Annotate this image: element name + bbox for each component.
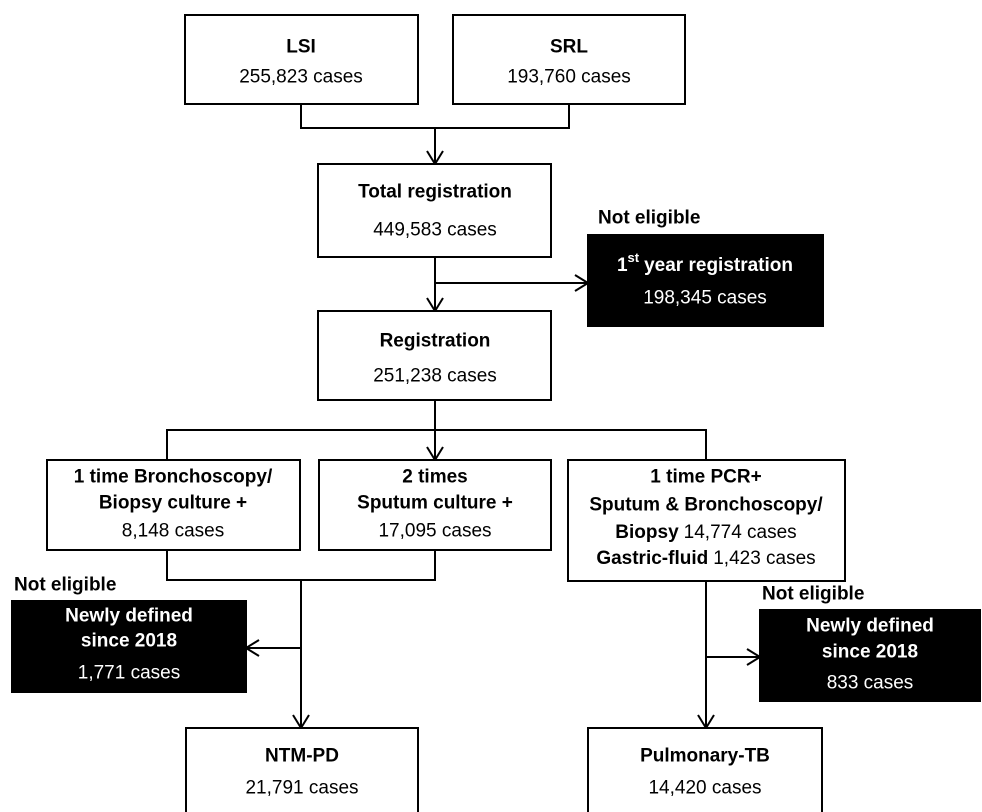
line-count: 1,423 cases (713, 548, 815, 569)
box-count: 14,420 cases (648, 778, 761, 799)
box-count: 449,583 cases (373, 220, 497, 241)
box-count: 193,760 cases (507, 67, 631, 88)
box-title: LSI (286, 37, 316, 58)
connector (300, 104, 570, 164)
box-line: Newly defined (806, 616, 934, 637)
box-line: Sputum & Bronchoscopy/ (589, 495, 823, 516)
superscript: st (628, 250, 640, 265)
connector (166, 550, 436, 728)
box-line: Biopsy 14,774 cases (615, 522, 796, 543)
box-title: 1st year registration (617, 250, 793, 276)
box-line: since 2018 (81, 631, 177, 652)
box-title: Total registration (358, 182, 512, 203)
registration-box (317, 310, 552, 401)
connectors (166, 104, 762, 730)
box-line: 1 time PCR+ (650, 467, 761, 488)
connector (705, 581, 760, 728)
excluded-ntm-box (11, 600, 247, 693)
box-count: 833 cases (827, 673, 914, 694)
line-label: Biopsy (615, 522, 679, 543)
connector (434, 257, 588, 311)
box-count: 21,791 cases (245, 778, 358, 799)
pcr-box (567, 459, 846, 582)
box-count: 251,238 cases (373, 366, 497, 387)
line-count: 14,774 cases (684, 522, 797, 543)
box-line: Gastric-fluid 1,423 cases (596, 548, 815, 569)
not-eligible-label: Not eligible (598, 208, 700, 229)
not-eligible-label: Not eligible (762, 584, 864, 605)
box-line: Newly defined (65, 606, 193, 627)
lsi-box (184, 14, 419, 105)
box-title: NTM-PD (265, 746, 339, 767)
connector (166, 400, 707, 460)
box-title: Pulmonary-TB (640, 746, 770, 767)
box-title: Registration (380, 331, 491, 352)
line-label: Gastric-fluid (596, 548, 708, 569)
first-year-box (587, 234, 824, 327)
box-count: 198,345 cases (643, 288, 767, 309)
excluded-tb-box (759, 609, 981, 702)
title-part: year registration (644, 255, 793, 276)
ntm-pd-box (185, 727, 419, 812)
box-count: 255,823 cases (239, 67, 363, 88)
box-line: 1 time Bronchoscopy/ (74, 467, 273, 488)
box-line: 2 times (402, 467, 467, 488)
box-line: Sputum culture + (357, 493, 513, 514)
box-line: Biopsy culture + (99, 493, 247, 514)
box-line: since 2018 (822, 642, 918, 663)
pulmonary-tb-box (587, 727, 823, 812)
bronchoscopy-box (46, 459, 301, 551)
box-count: 8,148 cases (122, 521, 224, 542)
not-eligible-label: Not eligible (14, 575, 116, 596)
box-count: 17,095 cases (378, 521, 491, 542)
total-box (317, 163, 552, 258)
box-count: 1,771 cases (78, 663, 180, 684)
srl-box (452, 14, 686, 105)
box-title: SRL (550, 37, 588, 58)
sputum-box (318, 459, 552, 551)
title-part: 1 (617, 255, 628, 276)
